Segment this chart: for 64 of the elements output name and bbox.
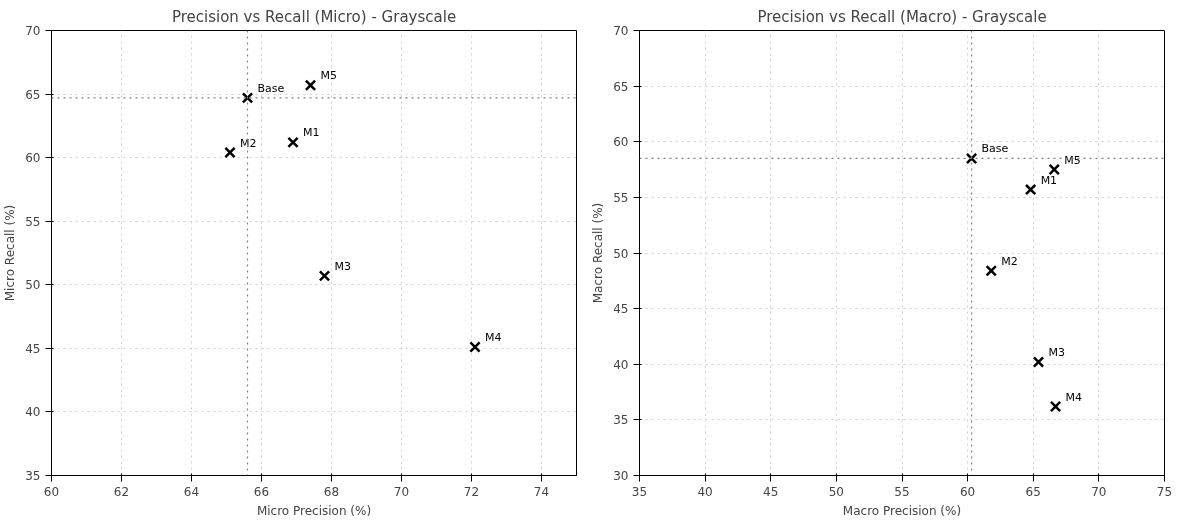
point bbox=[318, 270, 331, 282]
annotation: M2 bbox=[240, 136, 257, 150]
x-axis-title: Macro Precision (%) bbox=[842, 503, 962, 518]
annotation: M5 bbox=[320, 69, 337, 83]
x-tick-label: 66 bbox=[253, 484, 270, 499]
x-tick-label: 68 bbox=[323, 484, 340, 499]
annotation: M3 bbox=[1048, 346, 1065, 360]
annotation: M3 bbox=[334, 259, 351, 273]
x-tick-label: 45 bbox=[763, 484, 779, 499]
y-tick-label: 50 bbox=[25, 278, 41, 293]
annotation: M4 bbox=[1065, 390, 1083, 404]
x-tick-label: 72 bbox=[463, 484, 480, 499]
x-tick-label: 75 bbox=[1156, 484, 1173, 499]
point bbox=[1048, 163, 1061, 176]
x-tick-label: 35 bbox=[631, 484, 648, 499]
y-axis-title: Micro Recall (%) bbox=[3, 204, 18, 302]
x-tick-label: 74 bbox=[533, 484, 550, 499]
point bbox=[1049, 400, 1062, 413]
point bbox=[965, 152, 978, 165]
x-tick-label: 50 bbox=[828, 484, 845, 499]
y-tick-label: 70 bbox=[25, 24, 41, 38]
x-tick-label: 62 bbox=[113, 484, 130, 499]
x-tick-label: 60 bbox=[43, 484, 60, 499]
y-tick-label: 60 bbox=[613, 135, 629, 150]
y-tick-label: 45 bbox=[25, 341, 41, 356]
y-tick-label: 65 bbox=[613, 79, 629, 94]
chart-title: Precision vs Recall (Macro) - Grayscale bbox=[757, 7, 1047, 26]
point bbox=[224, 146, 236, 159]
annotation: Base bbox=[257, 81, 285, 95]
y-tick-label: 35 bbox=[25, 469, 41, 483]
y-tick-label: 30 bbox=[613, 469, 629, 483]
annotation: M2 bbox=[1001, 254, 1018, 268]
annotation: M1 bbox=[1040, 173, 1058, 187]
y-tick-label: 70 bbox=[613, 24, 629, 38]
x-tick-label: 65 bbox=[1025, 484, 1041, 499]
y-tick-label: 40 bbox=[613, 357, 629, 372]
point bbox=[287, 136, 299, 149]
x-tick-label: 55 bbox=[894, 484, 910, 499]
point bbox=[985, 264, 998, 277]
x-tick-label: 40 bbox=[697, 484, 713, 499]
x-tick-label: 70 bbox=[393, 484, 410, 499]
y-tick-label: 55 bbox=[25, 214, 41, 229]
point bbox=[469, 341, 481, 353]
x-axis-title: Micro Precision (%) bbox=[256, 503, 372, 518]
x-tick-label: 64 bbox=[183, 484, 200, 499]
y-tick-label: 60 bbox=[25, 151, 41, 166]
point bbox=[304, 79, 317, 92]
annotation: M1 bbox=[303, 126, 320, 140]
y-axis-title: Macro Recall (%) bbox=[591, 202, 606, 304]
x-tick-label: 60 bbox=[959, 484, 976, 499]
y-tick-label: 65 bbox=[25, 87, 41, 102]
y-tick-label: 40 bbox=[25, 405, 41, 420]
point bbox=[1024, 183, 1037, 196]
point bbox=[1032, 356, 1045, 368]
y-tick-label: 45 bbox=[613, 302, 629, 317]
annotation: Base bbox=[981, 142, 1009, 156]
x-tick-label: 70 bbox=[1091, 484, 1107, 499]
chart-title: Precision vs Recall (Micro) - Grayscale bbox=[171, 7, 457, 26]
y-tick-label: 55 bbox=[613, 190, 629, 205]
y-tick-label: 35 bbox=[613, 413, 629, 428]
annotation: M5 bbox=[1064, 153, 1081, 167]
y-tick-label: 50 bbox=[613, 246, 629, 261]
point bbox=[241, 92, 254, 104]
annotation: M4 bbox=[485, 331, 502, 345]
